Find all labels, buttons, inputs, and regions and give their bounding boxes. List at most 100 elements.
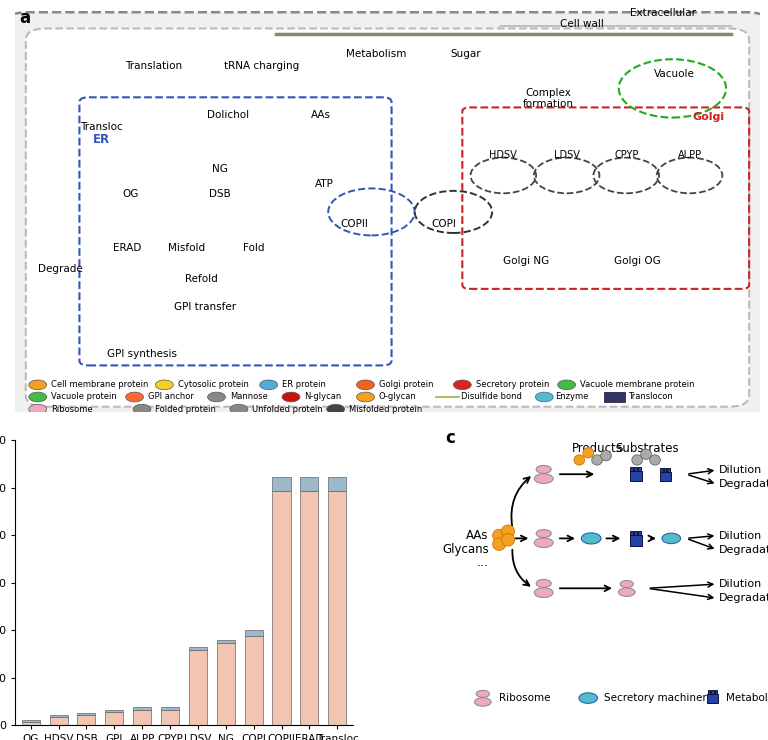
Bar xyxy=(328,491,346,725)
Text: Substrates: Substrates xyxy=(616,442,680,455)
Ellipse shape xyxy=(536,465,551,474)
Text: Cell membrane protein: Cell membrane protein xyxy=(51,380,148,389)
Text: Secretory protein: Secretory protein xyxy=(475,380,549,389)
Text: NG: NG xyxy=(212,164,228,175)
Text: LDSV: LDSV xyxy=(554,150,580,161)
Text: Metabolic enzyme: Metabolic enzyme xyxy=(727,693,768,703)
Text: a: a xyxy=(19,10,30,27)
Circle shape xyxy=(502,534,515,546)
Ellipse shape xyxy=(536,579,551,588)
Bar xyxy=(78,713,95,715)
Circle shape xyxy=(356,392,375,402)
Text: Degradation: Degradation xyxy=(720,545,768,555)
Bar xyxy=(49,716,68,717)
Ellipse shape xyxy=(475,698,492,706)
Text: AAs: AAs xyxy=(311,110,331,120)
FancyBboxPatch shape xyxy=(630,531,633,536)
Text: COPII: COPII xyxy=(340,219,368,229)
Text: Cytosolic protein: Cytosolic protein xyxy=(177,380,249,389)
FancyBboxPatch shape xyxy=(711,690,714,694)
Text: Mannose: Mannose xyxy=(230,392,268,402)
Circle shape xyxy=(230,404,248,414)
FancyBboxPatch shape xyxy=(634,467,637,471)
Circle shape xyxy=(492,538,505,551)
Bar xyxy=(217,644,235,725)
Bar xyxy=(244,630,263,636)
Circle shape xyxy=(502,525,515,537)
Text: GPI synthesis: GPI synthesis xyxy=(107,349,177,359)
Ellipse shape xyxy=(620,580,634,588)
Text: Secretory machinery: Secretory machinery xyxy=(604,693,713,703)
Bar xyxy=(105,713,124,725)
Text: ER protein: ER protein xyxy=(282,380,326,389)
Circle shape xyxy=(453,380,472,390)
Text: Metabolism: Metabolism xyxy=(346,49,407,59)
Ellipse shape xyxy=(535,474,553,483)
Text: Dilution: Dilution xyxy=(720,531,763,540)
Text: DSB: DSB xyxy=(210,189,231,199)
FancyBboxPatch shape xyxy=(715,690,717,694)
Ellipse shape xyxy=(476,690,489,697)
FancyBboxPatch shape xyxy=(630,536,642,545)
Text: Golgi protein: Golgi protein xyxy=(379,380,433,389)
Circle shape xyxy=(28,392,47,402)
Text: Dilution: Dilution xyxy=(720,579,763,589)
Text: Degrade: Degrade xyxy=(38,263,82,274)
Text: GPI transfer: GPI transfer xyxy=(174,302,237,312)
Text: Unfolded protein: Unfolded protein xyxy=(252,405,323,414)
Bar xyxy=(217,639,235,644)
Text: Degradation: Degradation xyxy=(720,593,768,603)
Text: OG: OG xyxy=(123,189,139,199)
FancyBboxPatch shape xyxy=(708,690,710,694)
Circle shape xyxy=(574,455,584,465)
Circle shape xyxy=(641,449,651,460)
Circle shape xyxy=(126,392,144,402)
FancyBboxPatch shape xyxy=(660,468,663,471)
Text: Refold: Refold xyxy=(185,274,218,283)
FancyBboxPatch shape xyxy=(637,531,641,536)
Text: Glycans: Glycans xyxy=(442,543,488,556)
Text: Fold: Fold xyxy=(243,243,264,253)
Text: Folded protein: Folded protein xyxy=(155,405,217,414)
FancyBboxPatch shape xyxy=(637,467,641,471)
Text: Cell wall: Cell wall xyxy=(560,18,604,29)
Text: CPYP: CPYP xyxy=(614,150,638,161)
Text: c: c xyxy=(445,428,455,446)
FancyBboxPatch shape xyxy=(664,468,667,471)
Bar xyxy=(49,717,68,725)
Circle shape xyxy=(356,380,375,390)
Circle shape xyxy=(28,380,47,390)
Bar xyxy=(161,707,179,710)
Circle shape xyxy=(282,392,300,402)
Ellipse shape xyxy=(535,588,553,597)
Text: Golgi: Golgi xyxy=(692,112,724,122)
Text: Products: Products xyxy=(571,442,623,455)
Text: N-glycan: N-glycan xyxy=(304,392,342,402)
Bar xyxy=(133,710,151,725)
Bar xyxy=(328,477,346,491)
Text: Extracellular: Extracellular xyxy=(631,8,697,18)
Text: Golgi OG: Golgi OG xyxy=(614,255,660,266)
Circle shape xyxy=(326,404,345,414)
FancyBboxPatch shape xyxy=(667,468,670,471)
Text: Translocon: Translocon xyxy=(627,392,673,402)
Text: Ribosome: Ribosome xyxy=(51,405,93,414)
Text: ER: ER xyxy=(92,132,110,146)
Bar xyxy=(300,477,319,491)
Bar xyxy=(78,715,95,725)
Text: GPI anchor: GPI anchor xyxy=(148,392,194,402)
Circle shape xyxy=(592,455,602,465)
Text: Disulfide bond: Disulfide bond xyxy=(461,392,521,402)
Ellipse shape xyxy=(536,530,551,537)
Text: Translation: Translation xyxy=(124,61,182,71)
Text: Sugar: Sugar xyxy=(451,49,482,59)
Ellipse shape xyxy=(579,693,598,703)
Text: Enzyme: Enzyme xyxy=(555,392,589,402)
Bar xyxy=(273,477,290,491)
Text: ALPP: ALPP xyxy=(677,150,702,161)
FancyBboxPatch shape xyxy=(634,531,637,536)
FancyBboxPatch shape xyxy=(707,694,718,703)
Text: tRNA charging: tRNA charging xyxy=(223,61,299,71)
Circle shape xyxy=(28,404,47,414)
Bar xyxy=(300,491,319,725)
